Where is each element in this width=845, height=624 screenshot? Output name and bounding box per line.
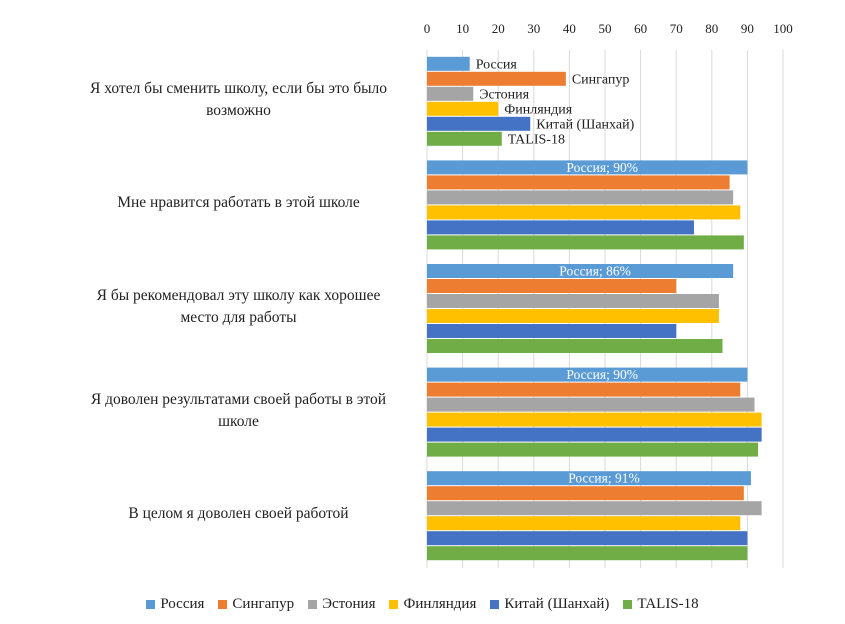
bar (427, 175, 730, 190)
legend-swatch (218, 600, 228, 609)
x-tick-label: 90 (741, 21, 754, 36)
bar (427, 339, 723, 353)
legend: Россия Сингапур Эстония Финляндия Китай (Шан… (0, 596, 845, 613)
category-label-line: Я хотел бы сменить школу, если бы это бы… (90, 79, 387, 97)
legend-label: Эстония (322, 596, 376, 612)
category-label: Я доволен результатами своей работы в эт… (66, 389, 411, 433)
bar (427, 264, 734, 278)
bar (427, 442, 759, 457)
category-label-line: Я бы рекомендовал эту школу как хорошее (96, 287, 381, 304)
category-label-line: Я доволен результатами своей работы в эт… (90, 390, 387, 408)
bar (427, 546, 748, 561)
bar (427, 427, 762, 442)
x-tick-label: 40 (563, 21, 576, 36)
x-tick-label: 60 (634, 21, 647, 36)
category-label: Я хотел бы сменить школу, если бы это бы… (66, 78, 411, 122)
x-tick-label: 0 (424, 21, 431, 36)
category-label-line: возможно (206, 101, 271, 119)
bar (427, 412, 762, 427)
legend-item: Финляндия (389, 596, 476, 613)
bar (427, 205, 741, 220)
legend-label: TALIS-18 (637, 596, 699, 612)
legend-item: Россия (146, 596, 204, 613)
bar (427, 324, 677, 338)
bar (427, 382, 741, 397)
data-label: Сингапур (572, 72, 630, 87)
legend-label: Финляндия (403, 596, 477, 612)
bar (427, 56, 470, 71)
data-label: Китай (Шанхай) (536, 117, 634, 132)
legend-label: Китай (Шанхай) (504, 596, 610, 612)
legend-swatch (389, 600, 399, 609)
data-label: TALIS-18 (508, 132, 565, 147)
category-label-line: школе (218, 412, 259, 430)
bar (427, 531, 748, 546)
x-tick-label: 80 (705, 21, 718, 36)
bar (427, 71, 566, 86)
bar (427, 367, 748, 382)
legend-item: Эстония (308, 596, 375, 613)
bar (427, 131, 502, 146)
x-tick-label: 50 (599, 21, 612, 36)
bar (427, 160, 748, 175)
bar (427, 294, 719, 308)
x-tick-label: 20 (492, 21, 505, 36)
data-label: Россия; 91% (568, 471, 640, 486)
x-tick-label: 100 (773, 21, 793, 36)
bar (427, 397, 755, 412)
bar (427, 235, 744, 250)
category-label: В целом я доволен своей работой (66, 503, 411, 525)
x-tick-label: 70 (670, 21, 683, 36)
data-label: Эстония (479, 87, 529, 102)
legend-item: Сингапур (218, 596, 294, 613)
x-tick-label: 30 (527, 21, 540, 36)
bar (427, 190, 734, 205)
bar (427, 486, 744, 501)
legend-swatch (623, 600, 633, 609)
legend-item: Китай (Шанхай) (490, 596, 609, 613)
data-label: Россия (476, 57, 518, 72)
legend-swatch (308, 600, 318, 609)
category-label-line: место для работы (180, 309, 297, 326)
legend-label: Сингапур (232, 596, 295, 612)
bar (427, 516, 741, 531)
category-label-line: Мне нравится работать в этой школе (117, 194, 360, 212)
bar (427, 86, 474, 101)
legend-item: TALIS-18 (623, 596, 699, 613)
data-label: Россия; 90% (566, 367, 638, 382)
bar (427, 471, 751, 486)
bar (427, 501, 762, 516)
category-label-line: В целом я доволен своей работой (128, 505, 349, 523)
legend-swatch (146, 600, 156, 609)
bar (427, 116, 531, 131)
data-label: Россия; 86% (559, 264, 631, 279)
bar (427, 279, 677, 293)
category-label: Я бы рекомендовал эту школу как хорошее м… (66, 285, 411, 329)
bar (427, 101, 499, 116)
bar (427, 220, 694, 235)
category-label: Мне нравится работать в этой школе (66, 192, 411, 214)
bar (427, 309, 719, 323)
legend-swatch (490, 600, 500, 609)
data-label: Россия; 90% (566, 160, 638, 175)
legend-label: Россия (160, 596, 205, 612)
data-label: Финляндия (504, 102, 573, 117)
x-tick-label: 10 (456, 21, 469, 36)
